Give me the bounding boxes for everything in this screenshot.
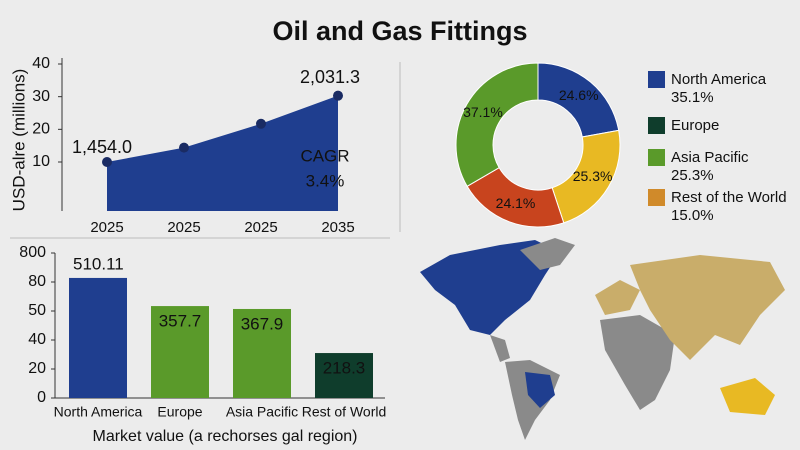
legend-label: Rest of the World [671,189,787,206]
legend-share: 25.3% [671,167,714,184]
slice-label: 24.1% [496,195,536,211]
bar-annotation: 367.9 [241,314,284,333]
y-tick-label: 80 [28,273,46,290]
point [256,118,266,129]
bar-annotation: 510.11 [73,254,124,273]
x-tick-label: 2025 [90,219,123,236]
x-tick-label: Rest of World [302,404,387,420]
annotation: CAGR [300,146,349,165]
x-tick-label: North America [54,404,143,420]
point [333,90,343,101]
point [179,142,189,153]
title: Oil and Gas Fittings [272,16,527,46]
y-tick-label: 40 [32,55,50,72]
x-tick-label: 2035 [321,219,354,236]
legend-share: 35.1% [671,89,714,106]
bar [233,308,291,398]
annotation: 2,031.3 [300,67,360,87]
asia [630,255,785,360]
bar-annotation: 218.3 [323,359,366,378]
slice-label: 25.3% [573,168,613,184]
x-axis-title: Market value (a rechorses gal region) [92,428,357,445]
point [102,157,112,167]
x-tick-label: Europe [157,404,202,420]
brazil [525,372,555,408]
y-tick-label: 50 [28,302,46,319]
bar-annotation: 357.7 [159,312,202,331]
legend-swatch [648,117,665,134]
legend-swatch [648,71,665,88]
legend-swatch [648,149,665,166]
world-map [420,238,785,440]
y-tick-label: 800 [19,244,46,261]
y-tick-label: 20 [32,121,50,138]
europe [595,280,640,315]
y-tick-label: 10 [32,153,50,170]
north-america [420,240,560,335]
y-axis-title: USD-alre (millions) [9,69,28,212]
x-tick-label: 2025 [167,219,200,236]
legend-label: North America [671,71,767,88]
bar [151,306,209,398]
legend-label: Europe [671,117,719,134]
australia [720,378,775,415]
legend-share: 15.0% [671,207,714,224]
africa [600,315,675,410]
x-tick-label: Asia Pacific [226,404,298,420]
bar [69,277,127,398]
slice-label: 37.1% [463,104,503,120]
bar [315,353,373,398]
y-tick-label: 0 [37,389,46,406]
legend-swatch [648,189,665,206]
y-tick-label: 30 [32,88,50,105]
legend-label: Asia Pacific [671,149,749,166]
slice-label: 24.6% [559,87,599,103]
donut-slice [455,62,539,187]
annotation: 1,454.0 [72,137,132,157]
greenland [520,238,575,270]
y-tick-label: 20 [28,360,46,377]
x-tick-label: 2025 [244,219,277,236]
area [107,95,338,211]
annotation: 3.4% [306,171,345,190]
central-america [490,335,510,362]
y-tick-label: 40 [28,331,46,348]
